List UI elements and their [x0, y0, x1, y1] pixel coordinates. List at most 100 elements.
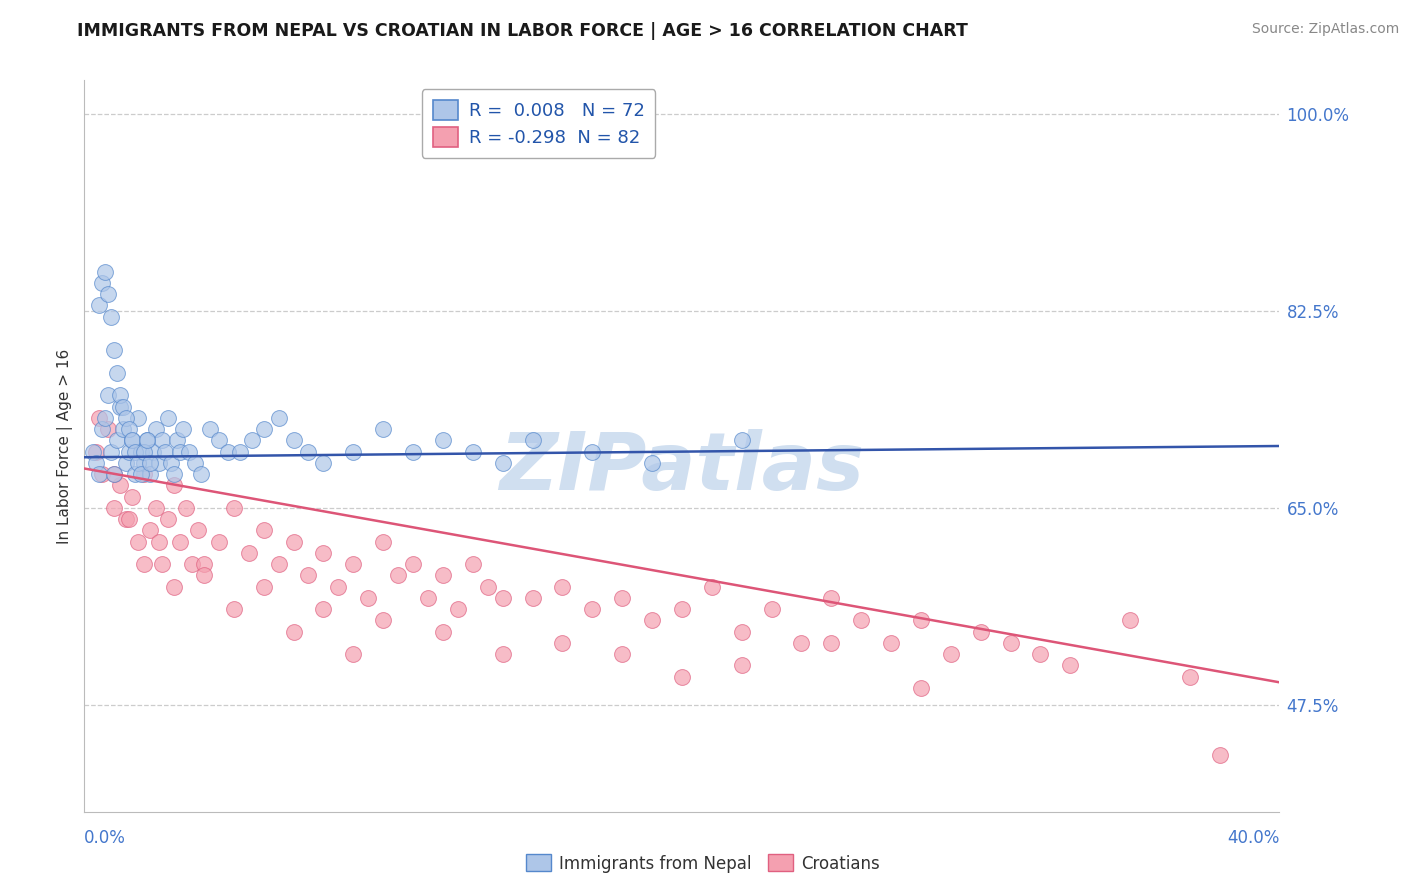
- Point: [402, 444, 425, 458]
- Point: [1119, 614, 1142, 628]
- Point: [432, 624, 454, 639]
- Point: [100, 444, 122, 458]
- Point: [283, 434, 305, 448]
- Point: [267, 410, 290, 425]
- Point: [342, 557, 364, 571]
- Point: [174, 500, 197, 515]
- Point: [105, 434, 128, 448]
- Point: [312, 602, 335, 616]
- Point: [100, 310, 122, 324]
- Point: [222, 602, 245, 616]
- Point: [160, 456, 183, 470]
- Point: [132, 456, 156, 470]
- Point: [139, 467, 162, 482]
- Point: [139, 456, 162, 470]
- Point: [115, 512, 138, 526]
- Point: [851, 614, 873, 628]
- Point: [110, 478, 132, 492]
- Point: [163, 467, 186, 482]
- Point: [240, 434, 263, 448]
- Point: [671, 602, 693, 616]
- Point: [1000, 636, 1022, 650]
- Point: [121, 434, 143, 448]
- Point: [129, 467, 152, 482]
- Point: [522, 591, 544, 605]
- Point: [416, 591, 439, 605]
- Point: [910, 614, 932, 628]
- Point: [193, 568, 215, 582]
- Point: [671, 670, 693, 684]
- Point: [127, 410, 149, 425]
- Point: [641, 456, 664, 470]
- Point: [461, 444, 484, 458]
- Point: [820, 591, 842, 605]
- Point: [118, 512, 141, 526]
- Point: [551, 580, 574, 594]
- Point: [612, 647, 634, 661]
- Point: [193, 557, 215, 571]
- Point: [112, 422, 135, 436]
- Point: [342, 647, 364, 661]
- Point: [157, 512, 180, 526]
- Point: [641, 614, 664, 628]
- Point: [551, 636, 574, 650]
- Point: [142, 444, 165, 458]
- Point: [148, 534, 170, 549]
- Point: [312, 546, 335, 560]
- Point: [89, 410, 111, 425]
- Point: [373, 422, 395, 436]
- Y-axis label: In Labor Force | Age > 16: In Labor Force | Age > 16: [58, 349, 73, 543]
- Point: [222, 500, 245, 515]
- Text: Source: ZipAtlas.com: Source: ZipAtlas.com: [1251, 22, 1399, 37]
- Point: [166, 434, 188, 448]
- Point: [790, 636, 813, 650]
- Point: [253, 580, 276, 594]
- Point: [132, 557, 156, 571]
- Point: [136, 434, 159, 448]
- Point: [187, 524, 209, 538]
- Point: [127, 534, 149, 549]
- Point: [181, 557, 204, 571]
- Point: [1209, 748, 1232, 763]
- Point: [970, 624, 993, 639]
- Point: [177, 444, 200, 458]
- Point: [91, 422, 114, 436]
- Point: [373, 534, 395, 549]
- Point: [110, 400, 132, 414]
- Point: [217, 444, 239, 458]
- Point: [89, 467, 111, 482]
- Point: [328, 580, 350, 594]
- Point: [163, 478, 186, 492]
- Text: 0.0%: 0.0%: [84, 829, 127, 847]
- Point: [132, 444, 156, 458]
- Point: [1029, 647, 1052, 661]
- Point: [163, 580, 186, 594]
- Point: [157, 410, 180, 425]
- Point: [581, 444, 603, 458]
- Point: [1178, 670, 1201, 684]
- Point: [229, 444, 252, 458]
- Point: [700, 580, 723, 594]
- Point: [492, 647, 515, 661]
- Point: [132, 467, 156, 482]
- Point: [94, 410, 117, 425]
- Point: [150, 434, 173, 448]
- Point: [447, 602, 470, 616]
- Point: [127, 456, 149, 470]
- Point: [150, 557, 173, 571]
- Point: [402, 557, 425, 571]
- Text: IMMIGRANTS FROM NEPAL VS CROATIAN IN LABOR FORCE | AGE > 16 CORRELATION CHART: IMMIGRANTS FROM NEPAL VS CROATIAN IN LAB…: [77, 22, 969, 40]
- Point: [184, 456, 207, 470]
- Point: [297, 568, 319, 582]
- Point: [103, 467, 125, 482]
- Point: [190, 467, 212, 482]
- Point: [820, 636, 842, 650]
- Point: [477, 580, 499, 594]
- Point: [124, 467, 146, 482]
- Point: [880, 636, 903, 650]
- Point: [91, 276, 114, 290]
- Point: [82, 444, 104, 458]
- Point: [103, 343, 125, 358]
- Point: [169, 534, 191, 549]
- Point: [118, 422, 141, 436]
